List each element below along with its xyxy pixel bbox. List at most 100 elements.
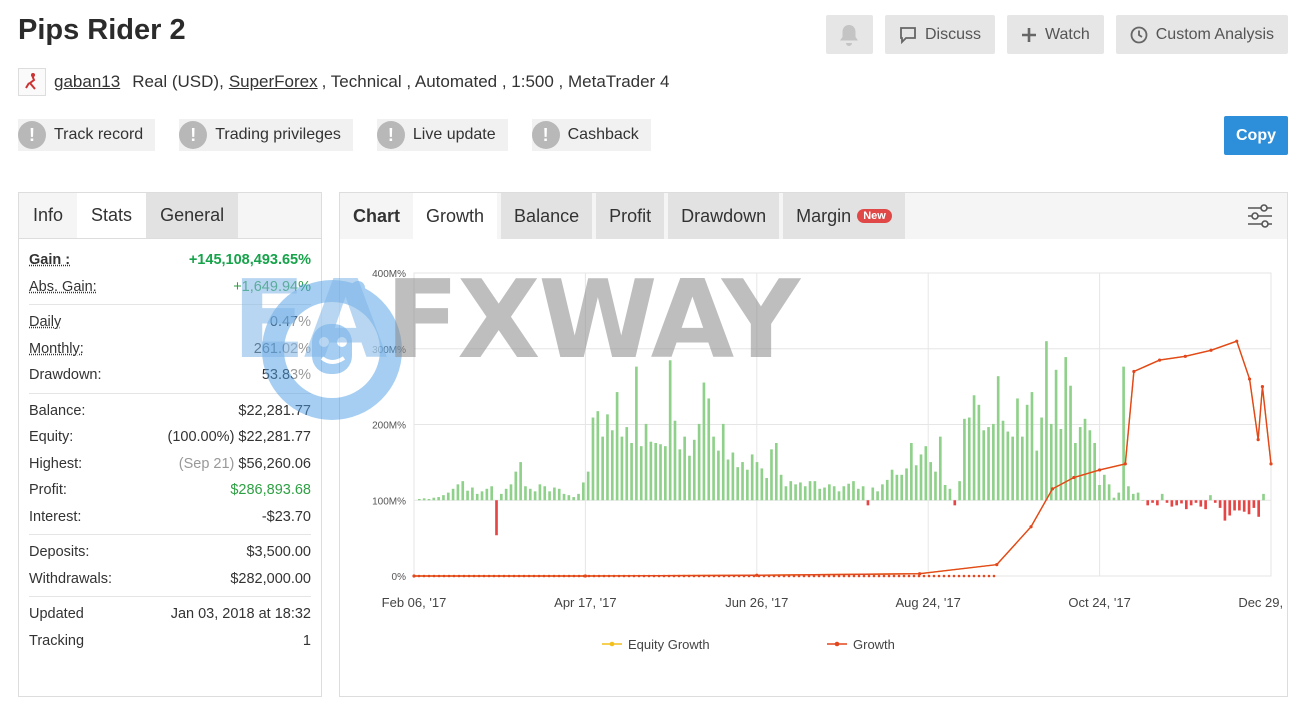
badge-trading-privileges[interactable]: ! Trading privileges: [179, 119, 353, 151]
growth-point: [447, 574, 451, 578]
growth-point: [712, 574, 716, 578]
bar-negative: [1247, 500, 1251, 515]
growth-point: [772, 574, 776, 578]
bar-positive: [900, 474, 904, 501]
growth-point: [737, 574, 741, 578]
growth-point: [522, 574, 526, 578]
divider: [29, 304, 311, 305]
bar-positive: [938, 436, 942, 501]
growth-point: [692, 574, 696, 578]
growth-point: [437, 574, 441, 578]
growth-point: [622, 574, 626, 578]
bar-positive: [1035, 450, 1039, 501]
growth-point: [1072, 475, 1076, 480]
growth-point: [892, 574, 896, 578]
broker-link[interactable]: SuperForex: [228, 72, 318, 91]
bar-positive: [799, 482, 802, 501]
tab-info[interactable]: Info: [33, 205, 64, 225]
growth-point: [697, 574, 701, 578]
stat-key[interactable]: Monthly:: [29, 340, 84, 357]
growth-point: [987, 574, 991, 578]
growth-point: [502, 574, 506, 578]
growth-point: [597, 574, 601, 578]
tab-margin[interactable]: Margin New: [783, 193, 905, 239]
badge-cashback[interactable]: ! Cashback: [531, 119, 651, 151]
bar-positive: [890, 469, 894, 501]
badge-live-update[interactable]: ! Live update: [376, 119, 508, 151]
discuss-label: Discuss: [924, 25, 981, 43]
legend-equity-marker: [609, 641, 615, 647]
user-link[interactable]: gaban13: [54, 72, 121, 91]
stat-key[interactable]: Daily: [29, 314, 62, 331]
notifications-button[interactable]: [825, 15, 873, 54]
bar-positive: [1083, 418, 1087, 501]
growth-point: [427, 574, 431, 578]
growth-point: [812, 574, 816, 578]
bar-positive: [1040, 417, 1043, 501]
growth-point: [422, 574, 426, 578]
growth-point: [457, 574, 461, 578]
growth-point: [442, 574, 446, 578]
stat-key: Updated: [29, 606, 84, 623]
bar-positive: [422, 498, 426, 501]
tab-profit[interactable]: Profit: [596, 193, 665, 239]
bar-positive: [736, 467, 740, 501]
growth-point: [952, 574, 956, 578]
y-tick-label: 400M%: [372, 269, 406, 280]
bar-negative: [1233, 500, 1236, 511]
bar-positive: [688, 455, 691, 501]
bar-positive: [987, 427, 990, 501]
bar-positive: [683, 436, 686, 501]
growth-point: [777, 574, 781, 578]
x-tick-label: Jun 26, '17: [725, 595, 788, 610]
growth-point: [477, 574, 481, 578]
tab-drawdown[interactable]: Drawdown: [668, 193, 780, 239]
growth-point: [962, 574, 966, 578]
badge-track-record[interactable]: ! Track record: [18, 119, 156, 151]
bar-positive: [654, 442, 658, 501]
stat-updated: Updated Jan 03, 2018 at 18:32: [29, 601, 311, 628]
tab-growth[interactable]: Growth: [413, 193, 498, 239]
growth-point: [1123, 462, 1127, 466]
account-meta: gaban13 Real (USD), SuperForex , Technic…: [18, 68, 669, 96]
growth-point: [957, 574, 961, 578]
bar-positive: [1045, 341, 1048, 501]
growth-point: [807, 574, 811, 578]
growth-point: [947, 574, 951, 578]
custom-analysis-button[interactable]: Custom Analysis: [1115, 15, 1288, 54]
stat-key[interactable]: Gain :: [29, 252, 71, 269]
stat-key: Interest:: [29, 508, 82, 525]
avatar[interactable]: [18, 68, 46, 96]
bar-negative: [1156, 500, 1159, 506]
tab-balance[interactable]: Balance: [501, 193, 593, 239]
stat-key: Highest:: [29, 455, 83, 472]
growth-point: [587, 574, 591, 578]
chart-tabs: Chart Growth Balance Profit Drawdown Mar…: [340, 193, 1287, 239]
equity-growth-line: [414, 340, 1272, 577]
tab-general[interactable]: General: [146, 193, 239, 238]
bar-positive: [596, 411, 600, 501]
growth-point: [995, 563, 999, 567]
chart-settings-icon[interactable]: [1247, 204, 1273, 228]
clock-icon: [1130, 26, 1148, 43]
bar-positive: [504, 488, 508, 501]
watch-button[interactable]: Watch: [1006, 15, 1104, 54]
stat-key[interactable]: Abs. Gain:: [29, 278, 97, 295]
plot-frame: [413, 272, 1272, 577]
growth-point: [602, 574, 606, 578]
bar-positive: [750, 454, 754, 501]
bar-positive: [934, 471, 937, 501]
bar-positive: [832, 486, 836, 501]
discuss-button[interactable]: Discuss: [884, 15, 995, 54]
bar-positive: [977, 404, 981, 501]
bar-negative: [866, 500, 870, 506]
growth-point: [577, 574, 581, 578]
growth-point: [682, 574, 686, 578]
growth-point: [607, 574, 611, 578]
copy-button[interactable]: Copy: [1224, 116, 1288, 155]
bar-positive: [746, 469, 749, 501]
bar-positive: [538, 484, 542, 501]
stat-value: $3,500.00: [246, 544, 311, 561]
tab-stats[interactable]: Stats: [77, 193, 147, 238]
growth-point: [747, 574, 751, 578]
